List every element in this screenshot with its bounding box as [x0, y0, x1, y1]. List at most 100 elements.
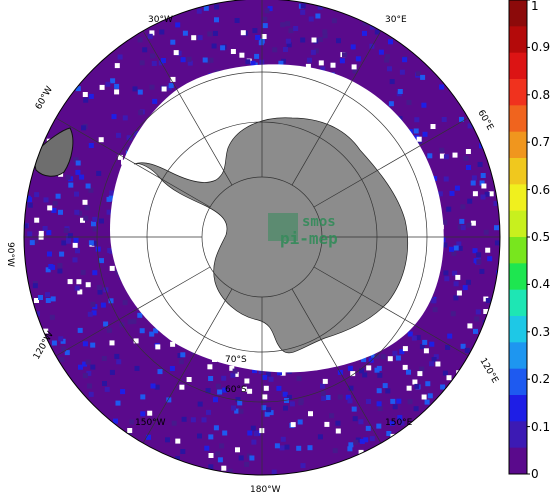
field-cell — [431, 298, 437, 304]
field-cell — [235, 447, 240, 453]
colorbar-swatch — [509, 79, 527, 106]
field-cell — [240, 30, 246, 36]
field-cell — [369, 436, 375, 442]
field-cell — [43, 328, 49, 334]
field-cell — [76, 279, 82, 285]
field-cell — [342, 52, 347, 58]
field-cell — [427, 153, 433, 159]
field-cell — [421, 102, 427, 108]
field-cell — [252, 28, 258, 34]
field-cell — [402, 57, 408, 63]
field-cell — [402, 346, 408, 352]
field-cell — [320, 391, 326, 397]
meridian-line — [142, 288, 233, 444]
field-cell — [47, 205, 53, 211]
field-cell — [104, 386, 110, 392]
field-cell — [326, 465, 332, 471]
field-cell — [286, 42, 292, 48]
field-cell — [352, 416, 358, 422]
field-cell — [131, 318, 137, 324]
field-cell — [239, 52, 245, 58]
field-cell — [439, 147, 445, 153]
field-cell — [474, 316, 480, 322]
field-cell — [182, 30, 188, 36]
field-cell — [178, 359, 184, 365]
field-cell — [106, 327, 112, 333]
field-cell — [274, 443, 280, 449]
field-cell — [261, 34, 267, 39]
field-cell — [265, 371, 271, 377]
field-cell — [446, 206, 452, 212]
field-cell — [234, 408, 240, 414]
meridian-label: 120°E — [477, 357, 499, 386]
field-cell — [264, 8, 270, 14]
field-cell — [91, 221, 96, 227]
field-cell — [310, 49, 316, 55]
field-cell — [34, 217, 40, 223]
field-cell — [175, 22, 181, 28]
field-cell — [366, 399, 371, 404]
colorbar-swatch — [509, 52, 527, 80]
field-cell — [90, 342, 96, 348]
field-cell — [206, 409, 211, 415]
meridian-line — [291, 30, 382, 186]
field-cell — [227, 468, 233, 474]
field-cell — [463, 155, 469, 161]
field-cell — [282, 391, 288, 397]
field-cell — [196, 8, 202, 14]
field-cell — [72, 242, 78, 248]
field-cell — [331, 18, 337, 24]
field-cell — [322, 378, 328, 384]
field-cell — [88, 391, 94, 397]
field-cell — [254, 53, 260, 59]
field-cell — [250, 425, 256, 431]
field-cell — [86, 370, 92, 376]
field-cell — [187, 60, 193, 66]
field-cell — [38, 295, 43, 300]
field-cell — [353, 439, 359, 445]
field-cell — [190, 417, 196, 423]
meridian-label: 30°W — [148, 15, 173, 25]
field-cell — [279, 445, 285, 451]
field-cell — [51, 207, 57, 213]
field-cell — [454, 185, 460, 191]
colorbar-swatch — [509, 131, 527, 159]
field-cell — [97, 289, 103, 295]
field-cell — [422, 339, 428, 345]
field-cell — [42, 226, 48, 231]
colorbar-swatch — [509, 368, 527, 396]
field-cell — [498, 267, 500, 273]
colorbar-tick-label: 1 — [531, 0, 539, 13]
field-cell — [95, 246, 101, 252]
field-cell — [29, 240, 35, 246]
field-cell — [85, 282, 91, 288]
field-cell — [395, 355, 401, 361]
field-cell — [362, 20, 368, 26]
field-cell — [127, 319, 133, 325]
field-cell — [67, 233, 73, 239]
field-cell — [421, 394, 427, 400]
field-cell — [217, 457, 223, 463]
field-cell — [84, 205, 90, 211]
field-cell — [152, 98, 158, 104]
field-cell — [90, 301, 96, 307]
field-cell — [416, 136, 422, 142]
field-cell — [146, 434, 151, 440]
field-cell — [250, 60, 256, 66]
field-cell — [74, 191, 79, 197]
field-cell — [423, 348, 429, 354]
field-cell — [88, 93, 94, 99]
field-cell — [137, 89, 143, 95]
field-cell — [476, 252, 482, 258]
field-cell — [150, 53, 156, 59]
field-cell — [140, 394, 146, 400]
field-cell — [284, 444, 290, 450]
field-cell — [96, 170, 102, 176]
field-cell — [213, 425, 219, 431]
field-cell — [280, 370, 286, 376]
field-cell — [181, 416, 187, 422]
field-cell — [102, 381, 107, 386]
field-cell — [443, 154, 449, 160]
meridian-line — [142, 30, 233, 186]
field-cell — [348, 385, 354, 391]
